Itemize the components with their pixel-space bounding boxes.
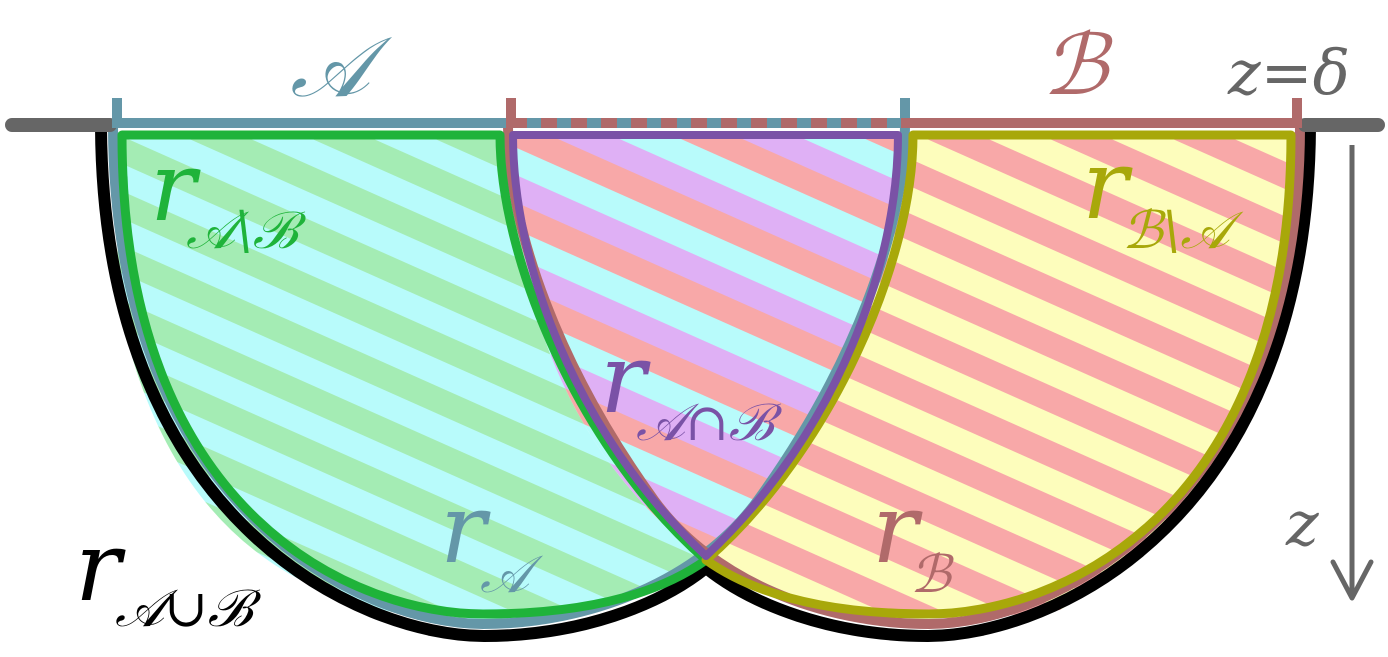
svg-text:r: r	[440, 473, 491, 585]
label-r-B-minus-A: r ℬ\𝒜	[1082, 129, 1244, 261]
svg-text:r: r	[872, 473, 923, 585]
svg-text:𝒜∪ℬ: 𝒜∪ℬ	[115, 579, 262, 639]
svg-text:ℬ: ℬ	[910, 545, 954, 605]
svg-text:ℬ\𝒜: ℬ\𝒜	[1122, 201, 1244, 261]
r-A-cap-B-curve	[509, 131, 902, 560]
label-z-axis: z	[1285, 487, 1319, 560]
label-r-A-cap-B: r 𝒜∩ℬ	[600, 323, 783, 453]
r-A-cup-B-curve	[95, 121, 1316, 643]
r-B-minus-A-curve	[701, 130, 1296, 619]
label-r-A-minus-B: r 𝒜\ℬ	[150, 131, 307, 261]
label-r-B: r ℬ	[872, 473, 954, 605]
r-A-minus-B-curve	[117, 130, 711, 619]
svg-text:r: r	[150, 131, 201, 243]
svg-text:r: r	[600, 323, 651, 435]
label-r-A-cup-B: r 𝒜∪ℬ	[75, 511, 262, 639]
label-B: ℬ	[1042, 16, 1113, 114]
region-A-minus-B-fill	[117, 132, 706, 621]
svg-text:𝒜∩ℬ: 𝒜∩ℬ	[636, 393, 783, 453]
region-B-minus-A-fill	[706, 132, 1297, 619]
label-A: 𝒜	[290, 18, 392, 116]
label-boundary: z=δ	[1227, 36, 1350, 109]
svg-text:r: r	[1082, 129, 1133, 241]
svg-text:𝒜\ℬ: 𝒜\ℬ	[186, 201, 307, 261]
svg-text:r: r	[75, 511, 126, 623]
z-axis-arrowhead	[1330, 559, 1374, 601]
